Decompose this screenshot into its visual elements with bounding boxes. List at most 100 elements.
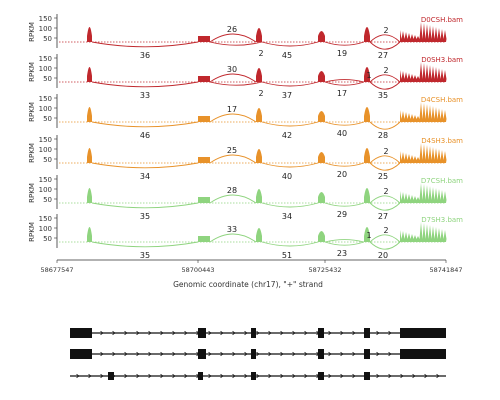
junction-count: 26 — [227, 25, 237, 34]
sample-name: D4CSH.bam — [421, 96, 463, 104]
sample-track-0: 150 100 50 RPKM 36 26 2 45 19 2 27 D0CSH.bam — [28, 14, 463, 60]
exon-coverage — [364, 227, 370, 242]
junction-arc — [324, 81, 365, 86]
junction-count: 42 — [282, 131, 292, 140]
strand-arrow — [376, 373, 380, 379]
strand-arrow — [424, 373, 428, 379]
strand-arrow — [280, 330, 284, 336]
junction-arc — [209, 73, 257, 83]
junction-count: 40 — [282, 172, 292, 181]
strand-arrow — [340, 351, 344, 357]
y-axis-label: RPKM — [28, 62, 36, 82]
junction-count: 25 — [227, 146, 237, 155]
junction-arc — [91, 202, 199, 209]
y-tick-label: 150 — [39, 95, 52, 103]
junction-arc — [261, 241, 319, 247]
junction-count: 2 — [258, 89, 263, 98]
exon-block — [251, 349, 256, 359]
junction-arc — [261, 41, 319, 47]
strand-arrow — [88, 373, 92, 379]
strand-arrow — [124, 373, 128, 379]
junction-count: 20 — [337, 170, 347, 179]
exon-coverage — [87, 227, 92, 242]
junction-count: 51 — [282, 251, 292, 260]
exon-coverage — [400, 183, 447, 203]
junction-arc — [209, 41, 263, 46]
exon-coverage — [364, 148, 370, 163]
junction-count: 1 — [366, 231, 371, 240]
exon-block — [198, 372, 203, 380]
strand-arrow — [232, 373, 236, 379]
exon-coverage — [256, 149, 262, 163]
exon-coverage — [87, 67, 92, 82]
strand-arrow — [136, 330, 140, 336]
strand-arrow — [208, 330, 212, 336]
junction-arc — [369, 195, 401, 204]
junction-arc — [369, 162, 401, 171]
exon-coverage — [87, 27, 92, 42]
y-tick-label: 150 — [39, 136, 52, 144]
exon-block — [70, 328, 92, 338]
strand-arrow — [220, 330, 224, 336]
strand-arrow — [172, 351, 176, 357]
exon-block — [400, 349, 446, 359]
strand-arrow — [136, 373, 140, 379]
strand-arrow — [412, 373, 416, 379]
sample-track-2: 150 100 50 RPKM 46 17 42 40 28 D4CSH.bam — [28, 94, 463, 140]
junction-count: 17 — [227, 105, 237, 114]
junction-count: 30 — [227, 65, 237, 74]
strand-arrow — [136, 351, 140, 357]
junction-arc — [324, 239, 365, 243]
junction-count: 25 — [378, 172, 388, 181]
exon-block — [364, 328, 370, 338]
sample-name: D7SH3.bam — [421, 216, 463, 224]
junction-count: 2 — [383, 66, 388, 75]
strand-arrow — [208, 373, 212, 379]
junction-count: 34 — [282, 212, 292, 221]
strand-arrow — [112, 351, 116, 357]
junction-arc — [324, 79, 365, 83]
sample-track-1: 150 100 50 RPKM 33 30 2 37 17 2 35 1 D0SH3.bam — [28, 54, 463, 100]
strand-arrow — [172, 330, 176, 336]
strand-arrow — [232, 351, 236, 357]
exon-coverage — [87, 188, 92, 203]
strand-arrow — [172, 373, 176, 379]
junction-count: 35 — [378, 91, 388, 100]
y-tick-label: 50 — [43, 35, 52, 43]
strand-arrow — [148, 351, 152, 357]
junction-count: 28 — [227, 186, 237, 195]
strand-arrow — [100, 330, 104, 336]
junction-arc — [91, 241, 199, 248]
exon-block — [318, 349, 324, 359]
junction-arc — [324, 241, 365, 246]
exon-coverage — [256, 228, 262, 242]
sample-track-4: 150 100 50 RPKM 35 28 34 29 2 27 D7CSH.bam — [28, 175, 463, 221]
junction-count: 1 — [366, 71, 371, 80]
junction-arc — [91, 162, 199, 169]
junction-count: 20 — [378, 251, 388, 260]
y-tick-label: 50 — [43, 196, 52, 204]
exon-coverage — [364, 27, 370, 42]
strand-arrow — [292, 351, 296, 357]
junction-arc — [369, 202, 401, 211]
sample-name: D4SH3.bam — [421, 137, 463, 145]
exon-coverage — [400, 102, 447, 122]
strand-arrow — [292, 330, 296, 336]
strand-arrow — [244, 351, 248, 357]
strand-arrow — [208, 351, 212, 357]
junction-arc — [91, 121, 199, 128]
y-axis-label: RPKM — [28, 222, 36, 242]
x-tick-label: 58741847 — [429, 266, 462, 274]
strand-arrow — [328, 373, 332, 379]
y-axis-label: RPKM — [28, 183, 36, 203]
y-tick-label: 50 — [43, 115, 52, 123]
strand-arrow — [244, 373, 248, 379]
junction-count: 29 — [337, 210, 347, 219]
exon-coverage — [256, 189, 262, 203]
strand-arrow — [220, 373, 224, 379]
exon-coverage — [400, 22, 447, 42]
exon-coverage — [198, 236, 210, 242]
x-tick-label: 58677547 — [40, 266, 73, 274]
strand-arrow — [328, 330, 332, 336]
